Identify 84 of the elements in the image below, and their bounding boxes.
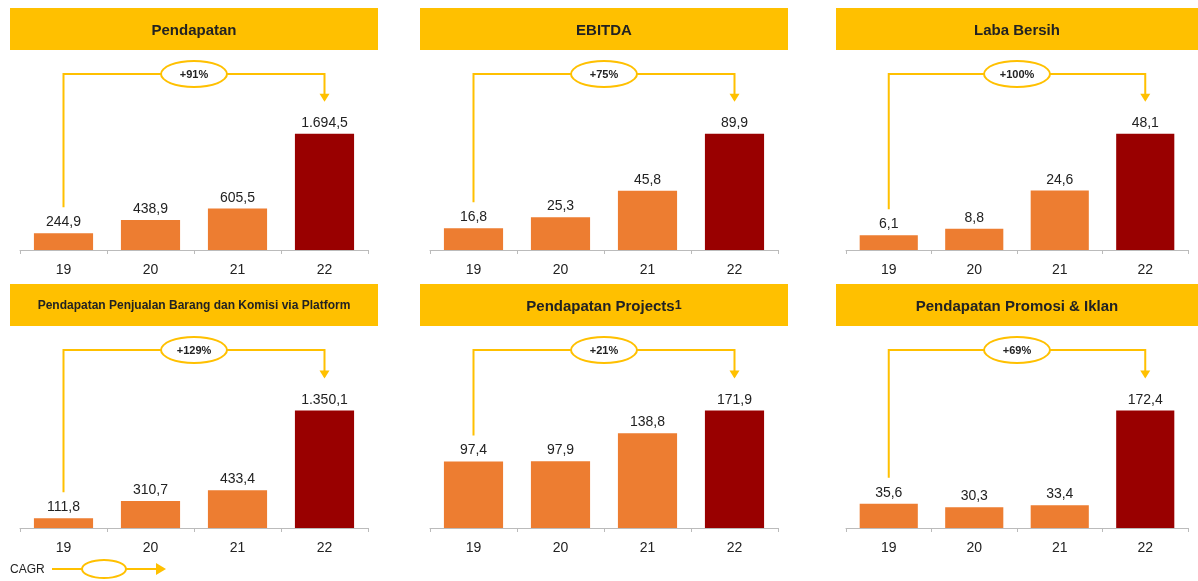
- x-tick-label: 22: [316, 261, 333, 277]
- x-tick-label: 20: [966, 539, 983, 555]
- x-tick-label: 21: [639, 261, 656, 277]
- bar: [207, 208, 268, 250]
- x-tick-label: 19: [55, 261, 72, 277]
- data-label: 1.694,5: [301, 113, 349, 130]
- x-tick-label: 20: [142, 539, 159, 555]
- data-label: 30,3: [960, 487, 989, 504]
- text: +69%: [983, 336, 1051, 364]
- x-tick-label: 22: [726, 261, 743, 277]
- data-label: 138,8: [629, 413, 666, 430]
- data-label: 33,4: [1046, 485, 1074, 502]
- bar: [120, 219, 181, 250]
- bar: [1116, 133, 1175, 250]
- data-label: 438,9: [132, 199, 169, 216]
- chart-title: EBITDA: [420, 8, 788, 50]
- x-tick-label: 19: [880, 261, 897, 277]
- bar: [704, 410, 765, 528]
- chart-title: Pendapatan Penjualan Barang dan Komisi via Platform: [10, 284, 378, 326]
- data-label: 433,4: [219, 470, 256, 487]
- text: +100%: [983, 60, 1051, 88]
- data-label: 605,5: [219, 188, 256, 205]
- bar: [859, 503, 918, 528]
- text: +129%: [160, 336, 228, 364]
- bar: [530, 217, 591, 250]
- bar: [617, 190, 678, 250]
- bar: [704, 133, 765, 250]
- data-label: 111,8: [47, 498, 81, 515]
- data-label: 310,7: [132, 480, 169, 497]
- x-tick-label: 20: [552, 261, 569, 277]
- bar: [120, 500, 181, 528]
- chart-title: Pendapatan Promosi & Iklan: [836, 284, 1198, 326]
- data-label: 16,8: [459, 208, 488, 225]
- chart-title: Laba Bersih: [836, 8, 1198, 50]
- bar: [945, 228, 1004, 250]
- bar: [859, 235, 918, 250]
- data-label: 24,6: [1046, 170, 1074, 187]
- x-tick-label: 19: [880, 539, 897, 555]
- x-tick-label: 21: [229, 261, 246, 277]
- x-tick-label: 20: [966, 261, 983, 277]
- data-label: 25,3: [546, 197, 575, 214]
- x-tick-label: 20: [552, 539, 569, 555]
- x-tick-label: 21: [1051, 261, 1068, 277]
- x-tick-label: 22: [1137, 539, 1154, 555]
- bar: [530, 461, 591, 528]
- x-tick-label: 21: [1051, 539, 1068, 555]
- x-tick-label: 22: [316, 539, 333, 555]
- data-label: 171,9: [716, 390, 753, 407]
- data-label: 89,9: [720, 113, 749, 130]
- data-label: 97,4: [459, 441, 488, 458]
- bar: [207, 490, 268, 528]
- data-label: 1.350,1: [301, 390, 349, 407]
- bar: [617, 433, 678, 528]
- x-tick-label: 21: [229, 539, 246, 555]
- text: +21%: [570, 336, 638, 364]
- data-label: 97,9: [546, 441, 575, 458]
- data-label: 244,9: [45, 213, 82, 230]
- x-tick-label: 22: [1137, 261, 1154, 277]
- text: +91%: [160, 60, 228, 88]
- bar: [33, 518, 94, 528]
- x-tick-label: 20: [142, 261, 159, 277]
- text: +75%: [570, 60, 638, 88]
- data-label: 8,8: [964, 208, 985, 225]
- bar: [1030, 505, 1089, 528]
- bar: [294, 133, 355, 250]
- x-tick-label: 21: [639, 539, 656, 555]
- x-tick-label: 19: [465, 539, 482, 555]
- x-tick-label: 19: [55, 539, 72, 555]
- bar: [294, 410, 355, 528]
- bar: [945, 507, 1004, 528]
- data-label: 45,8: [633, 170, 662, 187]
- x-tick-label: 19: [465, 261, 482, 277]
- bar: [33, 233, 94, 250]
- data-label: 6,1: [879, 215, 899, 232]
- data-label: 172,4: [1127, 390, 1163, 407]
- x-tick-label: 22: [726, 539, 743, 555]
- bar: [1116, 410, 1175, 528]
- bar: [443, 228, 504, 250]
- bar: [1030, 190, 1089, 250]
- bar: [443, 461, 504, 528]
- data-label: 35,6: [875, 483, 903, 500]
- chart-title: Pendapatan: [10, 8, 378, 50]
- data-label: 48,1: [1131, 113, 1160, 130]
- text: CAGR: [10, 562, 45, 576]
